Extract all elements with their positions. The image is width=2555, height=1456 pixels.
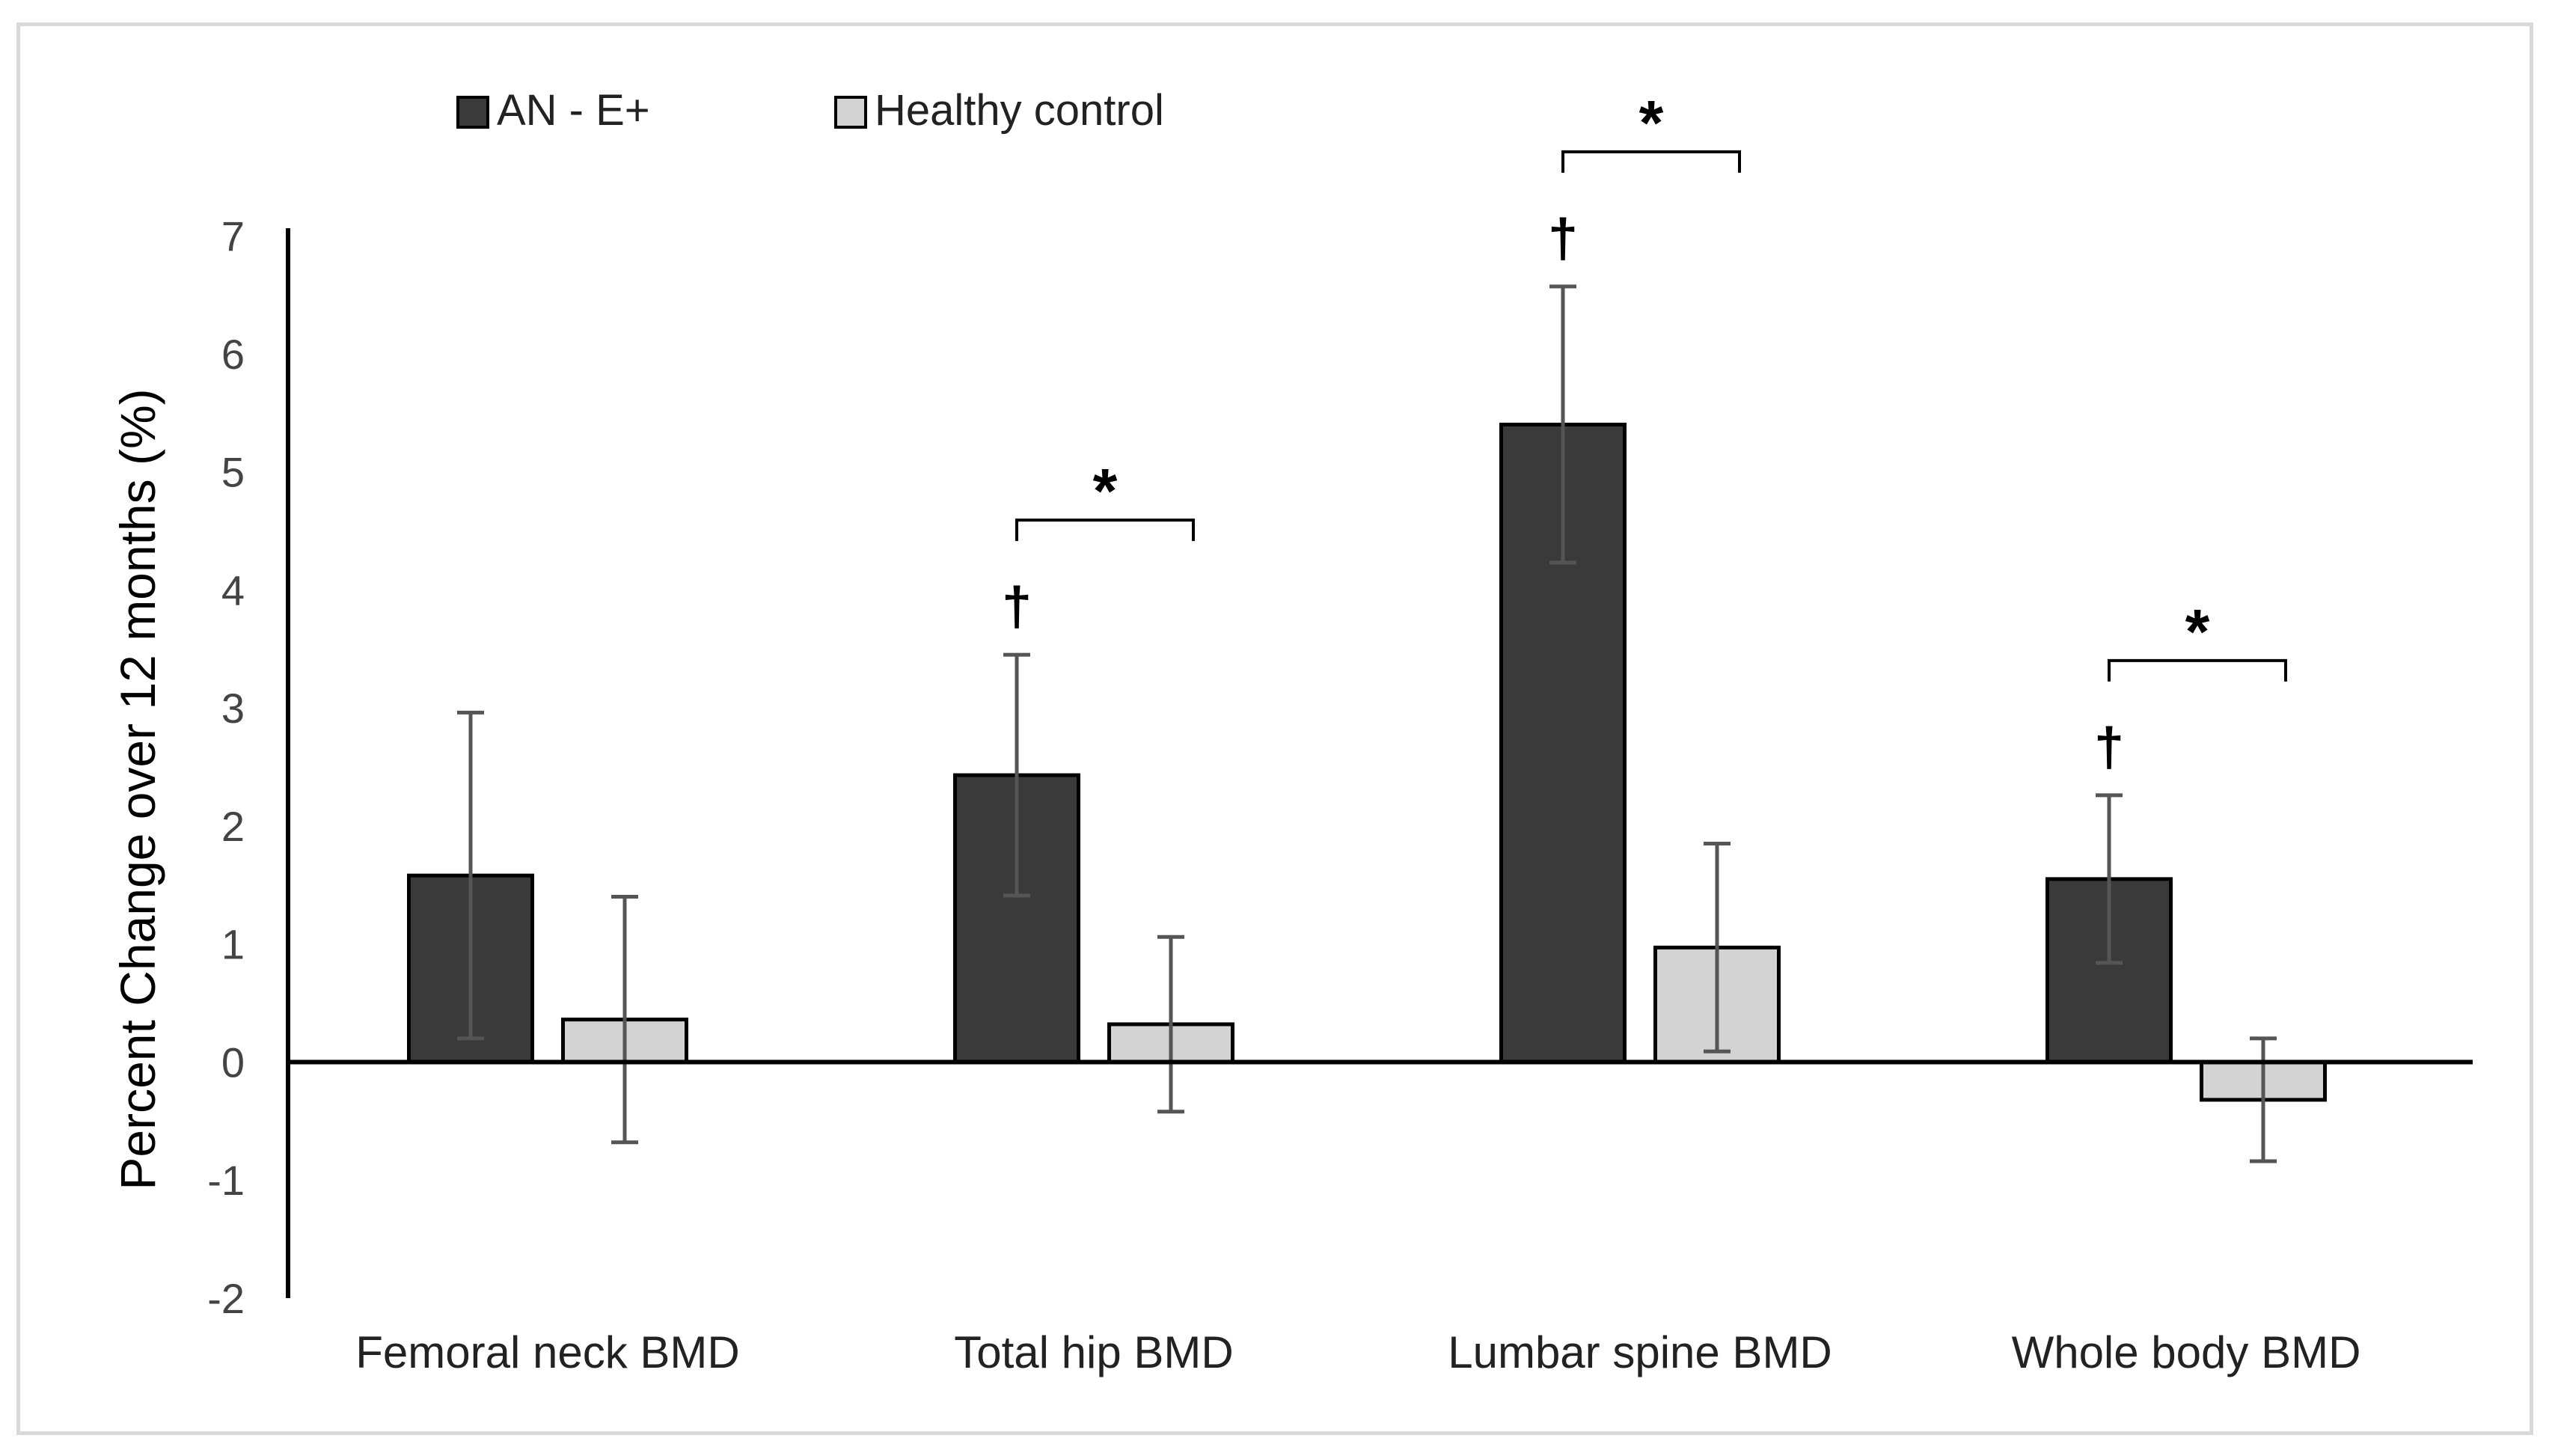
y-tick-label: 6 — [221, 331, 245, 378]
legend: AN - E+ Healthy control — [456, 86, 1164, 135]
significance-bracket — [2108, 658, 2287, 682]
x-axis: Femoral neck BMD Total hip BMD Lumbar spin… — [288, 1059, 2473, 1377]
y-axis: -2 -1 0 1 2 3 4 5 6 7 Percent Change over 12 month… — [110, 212, 290, 1322]
dagger-marker: † — [2094, 718, 2124, 777]
dagger-marker: † — [1548, 209, 1578, 269]
legend-label: Healthy control — [875, 86, 1164, 135]
x-category-label: Whole body BMD — [2012, 1327, 2361, 1377]
significance-marker: * — [2185, 596, 2210, 667]
bars — [407, 422, 2327, 1102]
annotations: † † † * * * — [1002, 88, 2287, 777]
significance-marker: * — [1093, 456, 1118, 526]
y-tick-label: -2 — [207, 1275, 245, 1322]
y-axis-title: Percent Change over 12 months (%) — [110, 388, 165, 1190]
legend-label: AN - E+ — [497, 86, 650, 135]
legend-swatch — [456, 96, 489, 129]
y-tick-label: -1 — [207, 1157, 245, 1204]
x-category-label: Lumbar spine BMD — [1448, 1327, 1832, 1377]
legend-swatch — [834, 96, 867, 129]
bar-chart: AN - E+ Healthy control -2 -1 0 1 2 3 4 5 6 7 Perce… — [110, 86, 2473, 1377]
error-bars — [457, 284, 2277, 1163]
x-category-label: Femoral neck BMD — [355, 1327, 739, 1377]
y-tick-label: 1 — [221, 921, 245, 968]
chart-frame: AN - E+ Healthy control -2 -1 0 1 2 3 4 5 6 7 Perce… — [16, 22, 2533, 1435]
y-tick-label: 7 — [221, 212, 245, 260]
dagger-marker: † — [1002, 577, 1032, 637]
x-category-label: Total hip BMD — [954, 1327, 1233, 1377]
y-tick-label: 2 — [221, 803, 245, 850]
significance-bracket — [1561, 150, 1741, 173]
y-tick-label: 5 — [221, 449, 245, 496]
y-tick-label: 0 — [221, 1039, 245, 1086]
y-tick-label: 3 — [221, 685, 245, 732]
y-tick-label: 4 — [221, 566, 245, 614]
significance-marker: * — [1639, 88, 1664, 158]
significance-bracket — [1015, 519, 1195, 542]
